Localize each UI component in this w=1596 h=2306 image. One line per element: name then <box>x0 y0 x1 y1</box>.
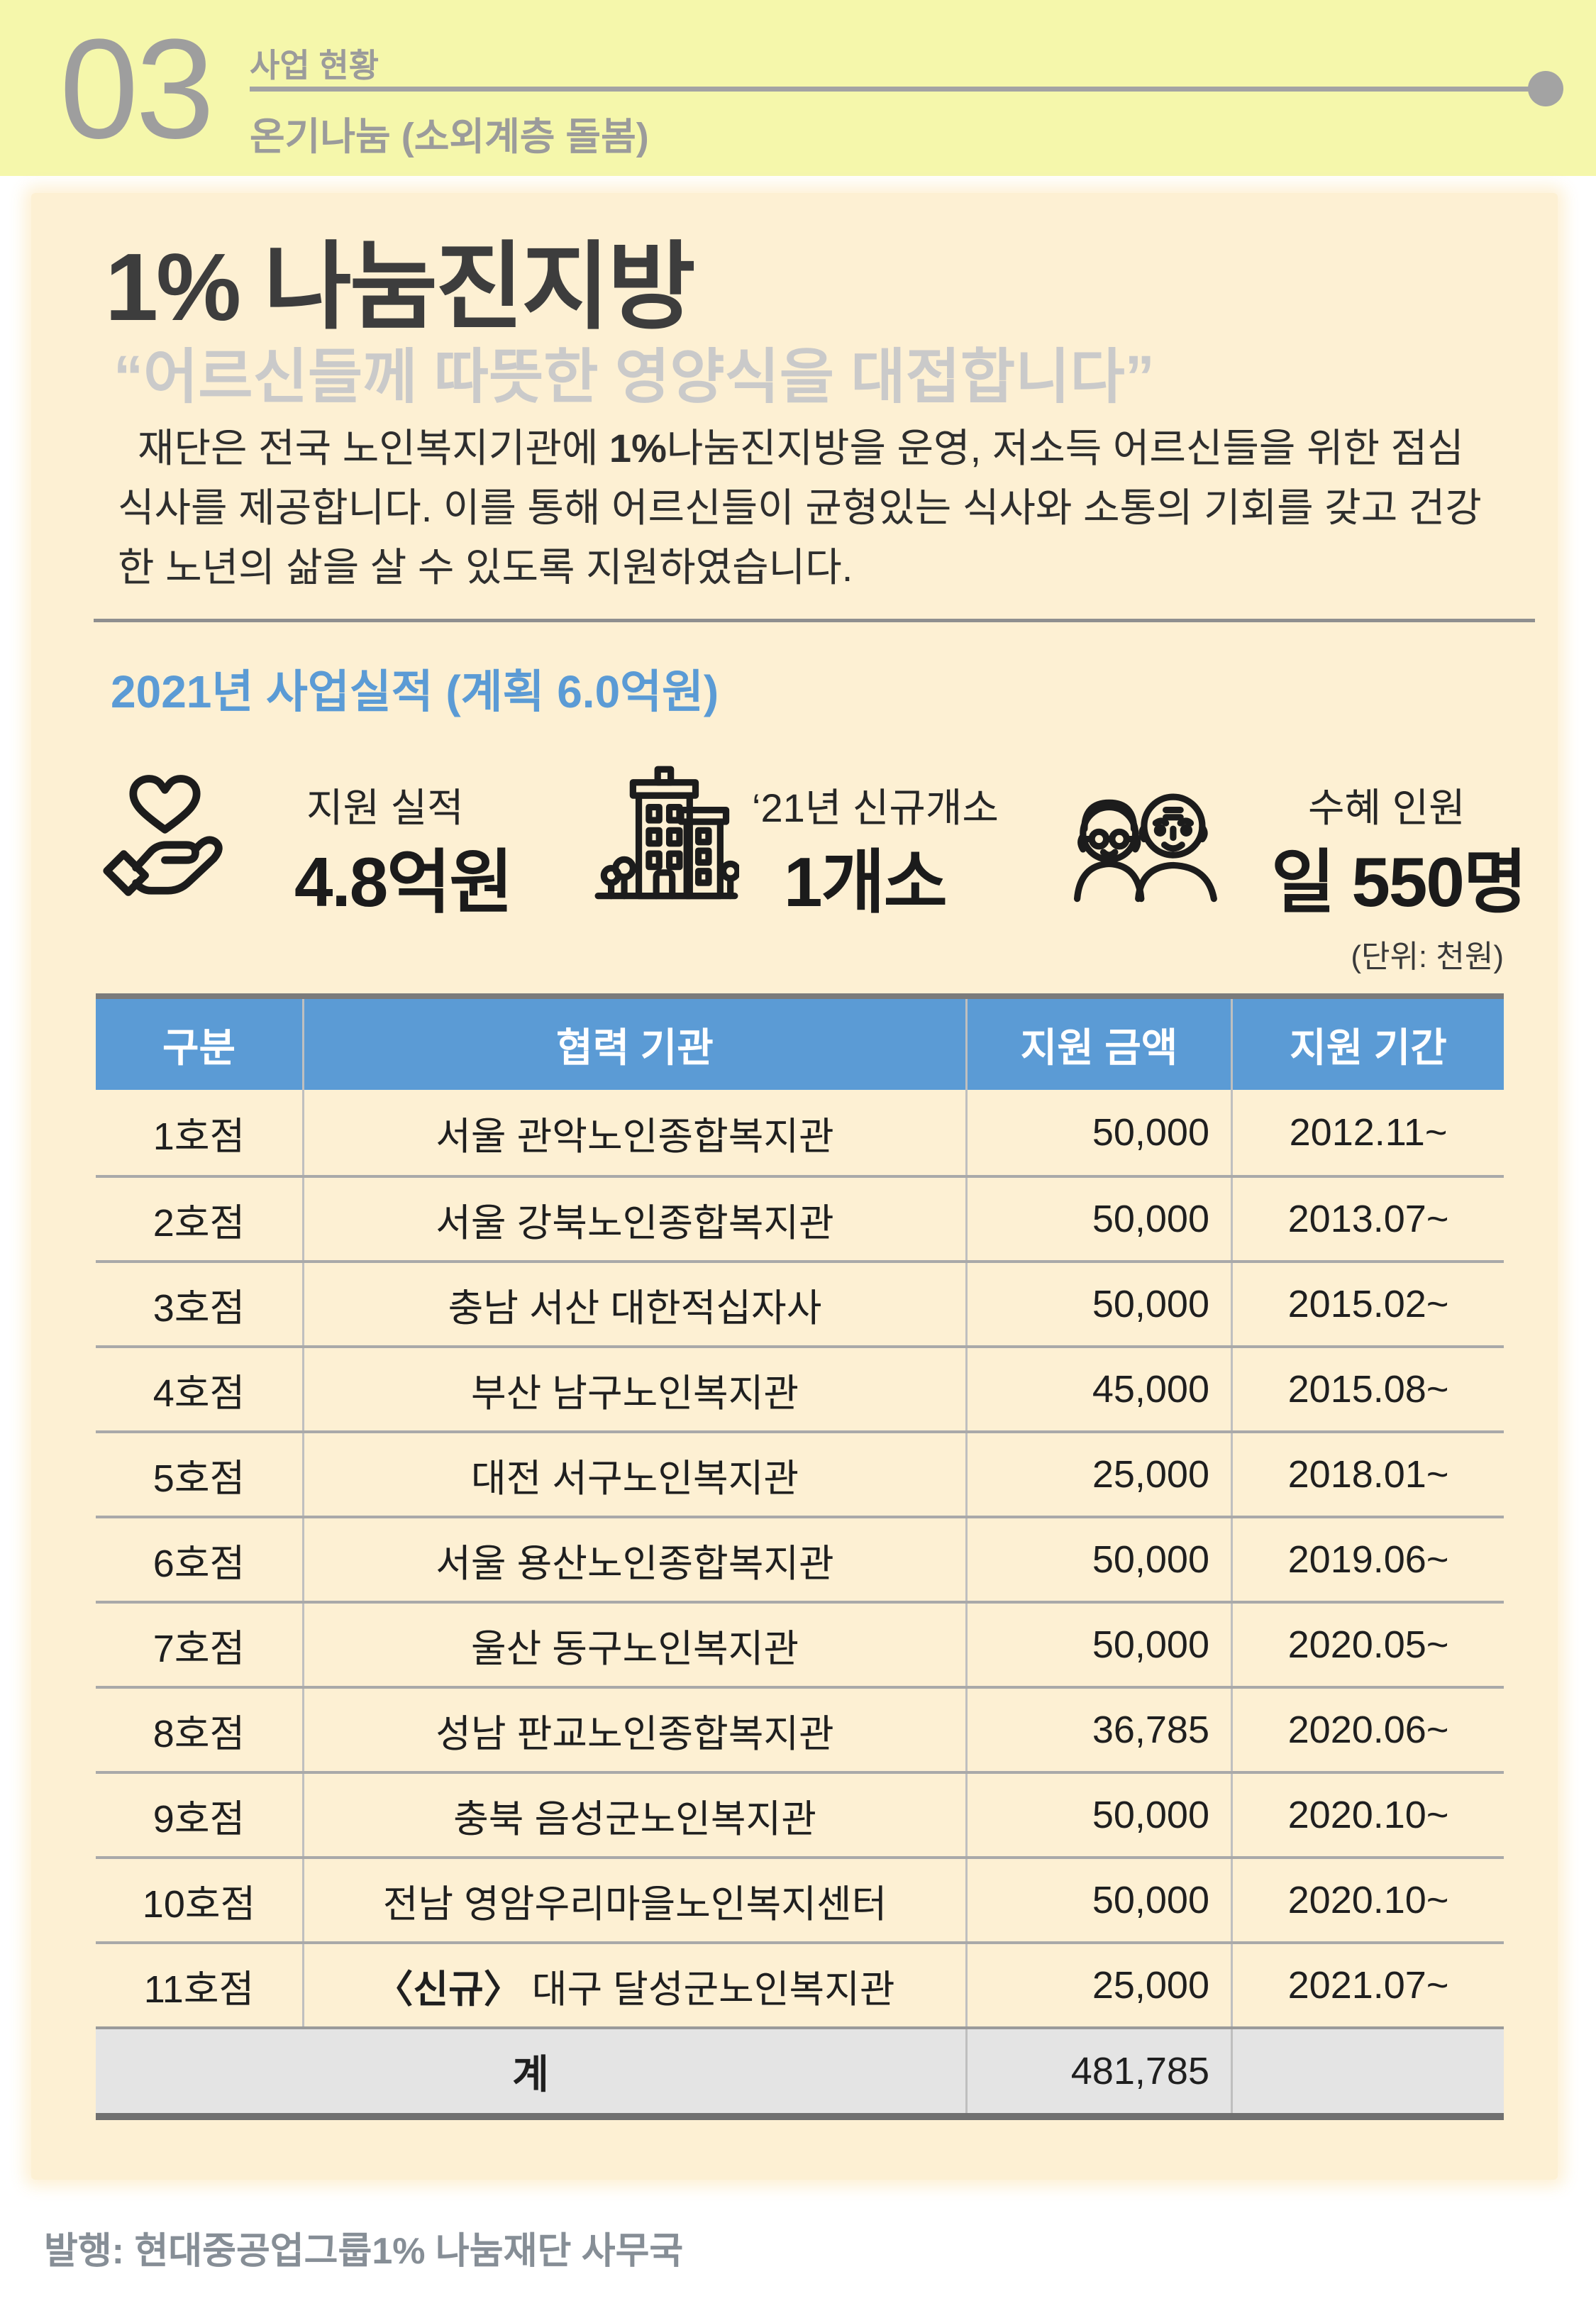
description-part1: 재단은 전국 노인복지기관에 <box>138 426 609 470</box>
cell-amount: 45,000 <box>965 1348 1231 1430</box>
col-header-period: 지원 기간 <box>1231 999 1504 1090</box>
table-row: 11호점 〈신규〉 대구 달성군노인복지관 25,000 2021.07~ <box>96 1941 1504 2026</box>
stat-newopen-value: 1개소 <box>784 843 948 921</box>
cell-period: 2019.06~ <box>1231 1518 1504 1601</box>
section-number: 03 <box>60 10 214 168</box>
cell-period: 2018.01~ <box>1231 1433 1504 1516</box>
new-badge: 〈신규〉 <box>375 1968 522 2011</box>
publisher-footer: 발행: 현대중공업그룹1% 나눔재단 사무국 <box>44 2231 684 2272</box>
cell-partner: 서울 관악노인종합복지관 <box>302 1090 965 1175</box>
total-label-cell: 계 <box>512 2051 549 2097</box>
cell-partner: 전남 영암우리마을노인복지센터 <box>302 1859 965 1941</box>
hand-heart-icon <box>103 775 223 896</box>
stat-support-value: 4.8억원 <box>294 843 514 921</box>
cell-partner: 부산 남구노인복지관 <box>302 1348 965 1430</box>
cell-amount: 50,000 <box>965 1178 1231 1260</box>
cell-no: 1호점 <box>153 1115 245 1158</box>
table-row: 4호점 부산 남구노인복지관 45,000 2015.08~ <box>96 1345 1504 1430</box>
table-row: 7호점 울산 동구노인복지관 50,000 2020.05~ <box>96 1601 1504 1686</box>
cell-no: 5호점 <box>153 1457 245 1500</box>
section-program: 온기나눔 (소외계층 돌봄) <box>250 116 649 158</box>
description-paragraph: 재단은 전국 노인복지기관에 1%나눔진지방을 운영, 저소득 어르신들을 위한… <box>118 419 1511 597</box>
table-total-row: 계 481,785 <box>96 2026 1504 2113</box>
table-row: 9호점 충북 음성군노인복지관 50,000 2020.10~ <box>96 1771 1504 1856</box>
stat-beneficiary-value: 일 550명 <box>1271 843 1527 921</box>
col-header-category: 구분 <box>162 1025 236 1070</box>
cell-period: 2020.10~ <box>1231 1774 1504 1856</box>
cell-amount: 25,000 <box>965 1944 1231 2026</box>
page-title: 1% 나눔진지방 <box>105 233 696 341</box>
cell-period: 2020.06~ <box>1231 1689 1504 1771</box>
cell-partner: 〈신규〉 대구 달성군노인복지관 <box>302 1944 965 2026</box>
section-band: 03 사업 현황 온기나눔 (소외계층 돌봄) <box>0 0 1596 176</box>
cell-no: 3호점 <box>153 1286 245 1330</box>
cell-amount: 50,000 <box>965 1604 1231 1686</box>
content-divider-line <box>94 619 1535 622</box>
building-icon <box>594 766 739 900</box>
cell-partner: 울산 동구노인복지관 <box>302 1604 965 1686</box>
cell-partner: 서울 용산노인종합복지관 <box>302 1518 965 1601</box>
cell-amount: 50,000 <box>965 1263 1231 1345</box>
cell-partner: 성남 판교노인종합복지관 <box>302 1689 965 1771</box>
cell-partner: 충남 서산 대한적십자사 <box>302 1263 965 1345</box>
divider-end-dot <box>1528 71 1563 106</box>
stat-beneficiary-label: 수혜 인원 <box>1308 785 1465 830</box>
description-part2: 나눔진지방을 운영, 저소득 어르신들을 위한 점심 식사를 제공합니다. 이를… <box>118 426 1482 590</box>
cell-no: 8호점 <box>153 1712 245 1755</box>
partner-name: 대구 달성군노인복지관 <box>531 1968 895 2011</box>
cell-partner: 충북 음성군노인복지관 <box>302 1774 965 1856</box>
table-row: 3호점 충남 서산 대한적십자사 50,000 2015.02~ <box>96 1260 1504 1345</box>
table-row: 6호점 서울 용산노인종합복지관 50,000 2019.06~ <box>96 1516 1504 1601</box>
table-header-row: 구분 협력 기관 지원 금액 지원 기간 <box>96 999 1504 1090</box>
cell-period: 2013.07~ <box>1231 1178 1504 1260</box>
content-panel: 1% 나눔진지방 “어르신들께 따뜻한 영양식을 대접합니다” 재단은 전국 노… <box>31 193 1558 2180</box>
results-heading: 2021년 사업실적 (계획 6.0억원) <box>111 666 719 717</box>
cell-period: 2012.11~ <box>1231 1090 1504 1175</box>
total-period-cell <box>1231 2029 1504 2113</box>
total-amount-cell: 481,785 <box>965 2029 1231 2113</box>
cell-period: 2020.05~ <box>1231 1604 1504 1686</box>
unit-note: (단위: 천원) <box>1351 939 1504 974</box>
section-category: 사업 현황 <box>250 47 379 84</box>
cell-no: 4호점 <box>153 1372 245 1415</box>
col-header-amount: 지원 금액 <box>965 999 1231 1090</box>
quote-subtitle: “어르신들께 따뜻한 영양식을 대접합니다” <box>113 343 1155 410</box>
cell-amount: 36,785 <box>965 1689 1231 1771</box>
description-bold: 1% <box>609 426 667 470</box>
stat-support-label: 지원 실적 <box>306 785 464 830</box>
table-row: 10호점 전남 영암우리마을노인복지센터 50,000 2020.10~ <box>96 1856 1504 1941</box>
cell-no: 7호점 <box>153 1627 245 1670</box>
table-row: 2호점 서울 강북노인종합복지관 50,000 2013.07~ <box>96 1175 1504 1260</box>
cell-period: 2015.08~ <box>1231 1348 1504 1430</box>
cell-amount: 50,000 <box>965 1774 1231 1856</box>
stat-newopen-label: ‘21년 신규개소 <box>752 785 999 830</box>
col-header-partner: 협력 기관 <box>302 999 965 1090</box>
cell-no: 2호점 <box>153 1201 245 1245</box>
support-table: 구분 협력 기관 지원 금액 지원 기간 1호점 서울 관악노인종합복지관 50… <box>96 993 1504 2120</box>
cell-no: 9호점 <box>153 1797 245 1841</box>
cell-amount: 50,000 <box>965 1518 1231 1601</box>
table-row: 5호점 대전 서구노인복지관 25,000 2018.01~ <box>96 1430 1504 1516</box>
cell-period: 2015.02~ <box>1231 1263 1504 1345</box>
table-row: 1호점 서울 관악노인종합복지관 50,000 2012.11~ <box>96 1090 1504 1175</box>
section-divider-line <box>250 87 1531 92</box>
cell-partner: 서울 강북노인종합복지관 <box>302 1178 965 1260</box>
cell-period: 2020.10~ <box>1231 1859 1504 1941</box>
cell-partner: 대전 서구노인복지관 <box>302 1433 965 1516</box>
cell-amount: 50,000 <box>965 1090 1231 1175</box>
cell-amount: 50,000 <box>965 1859 1231 1941</box>
table-row: 8호점 성남 판교노인종합복지관 36,785 2020.06~ <box>96 1686 1504 1771</box>
cell-no: 10호점 <box>142 1882 256 1926</box>
cell-no: 6호점 <box>153 1542 245 1585</box>
elderly-couple-icon <box>1073 793 1217 903</box>
cell-no: 11호점 <box>143 1968 255 2011</box>
cell-amount: 25,000 <box>965 1433 1231 1516</box>
cell-period: 2021.07~ <box>1231 1944 1504 2026</box>
